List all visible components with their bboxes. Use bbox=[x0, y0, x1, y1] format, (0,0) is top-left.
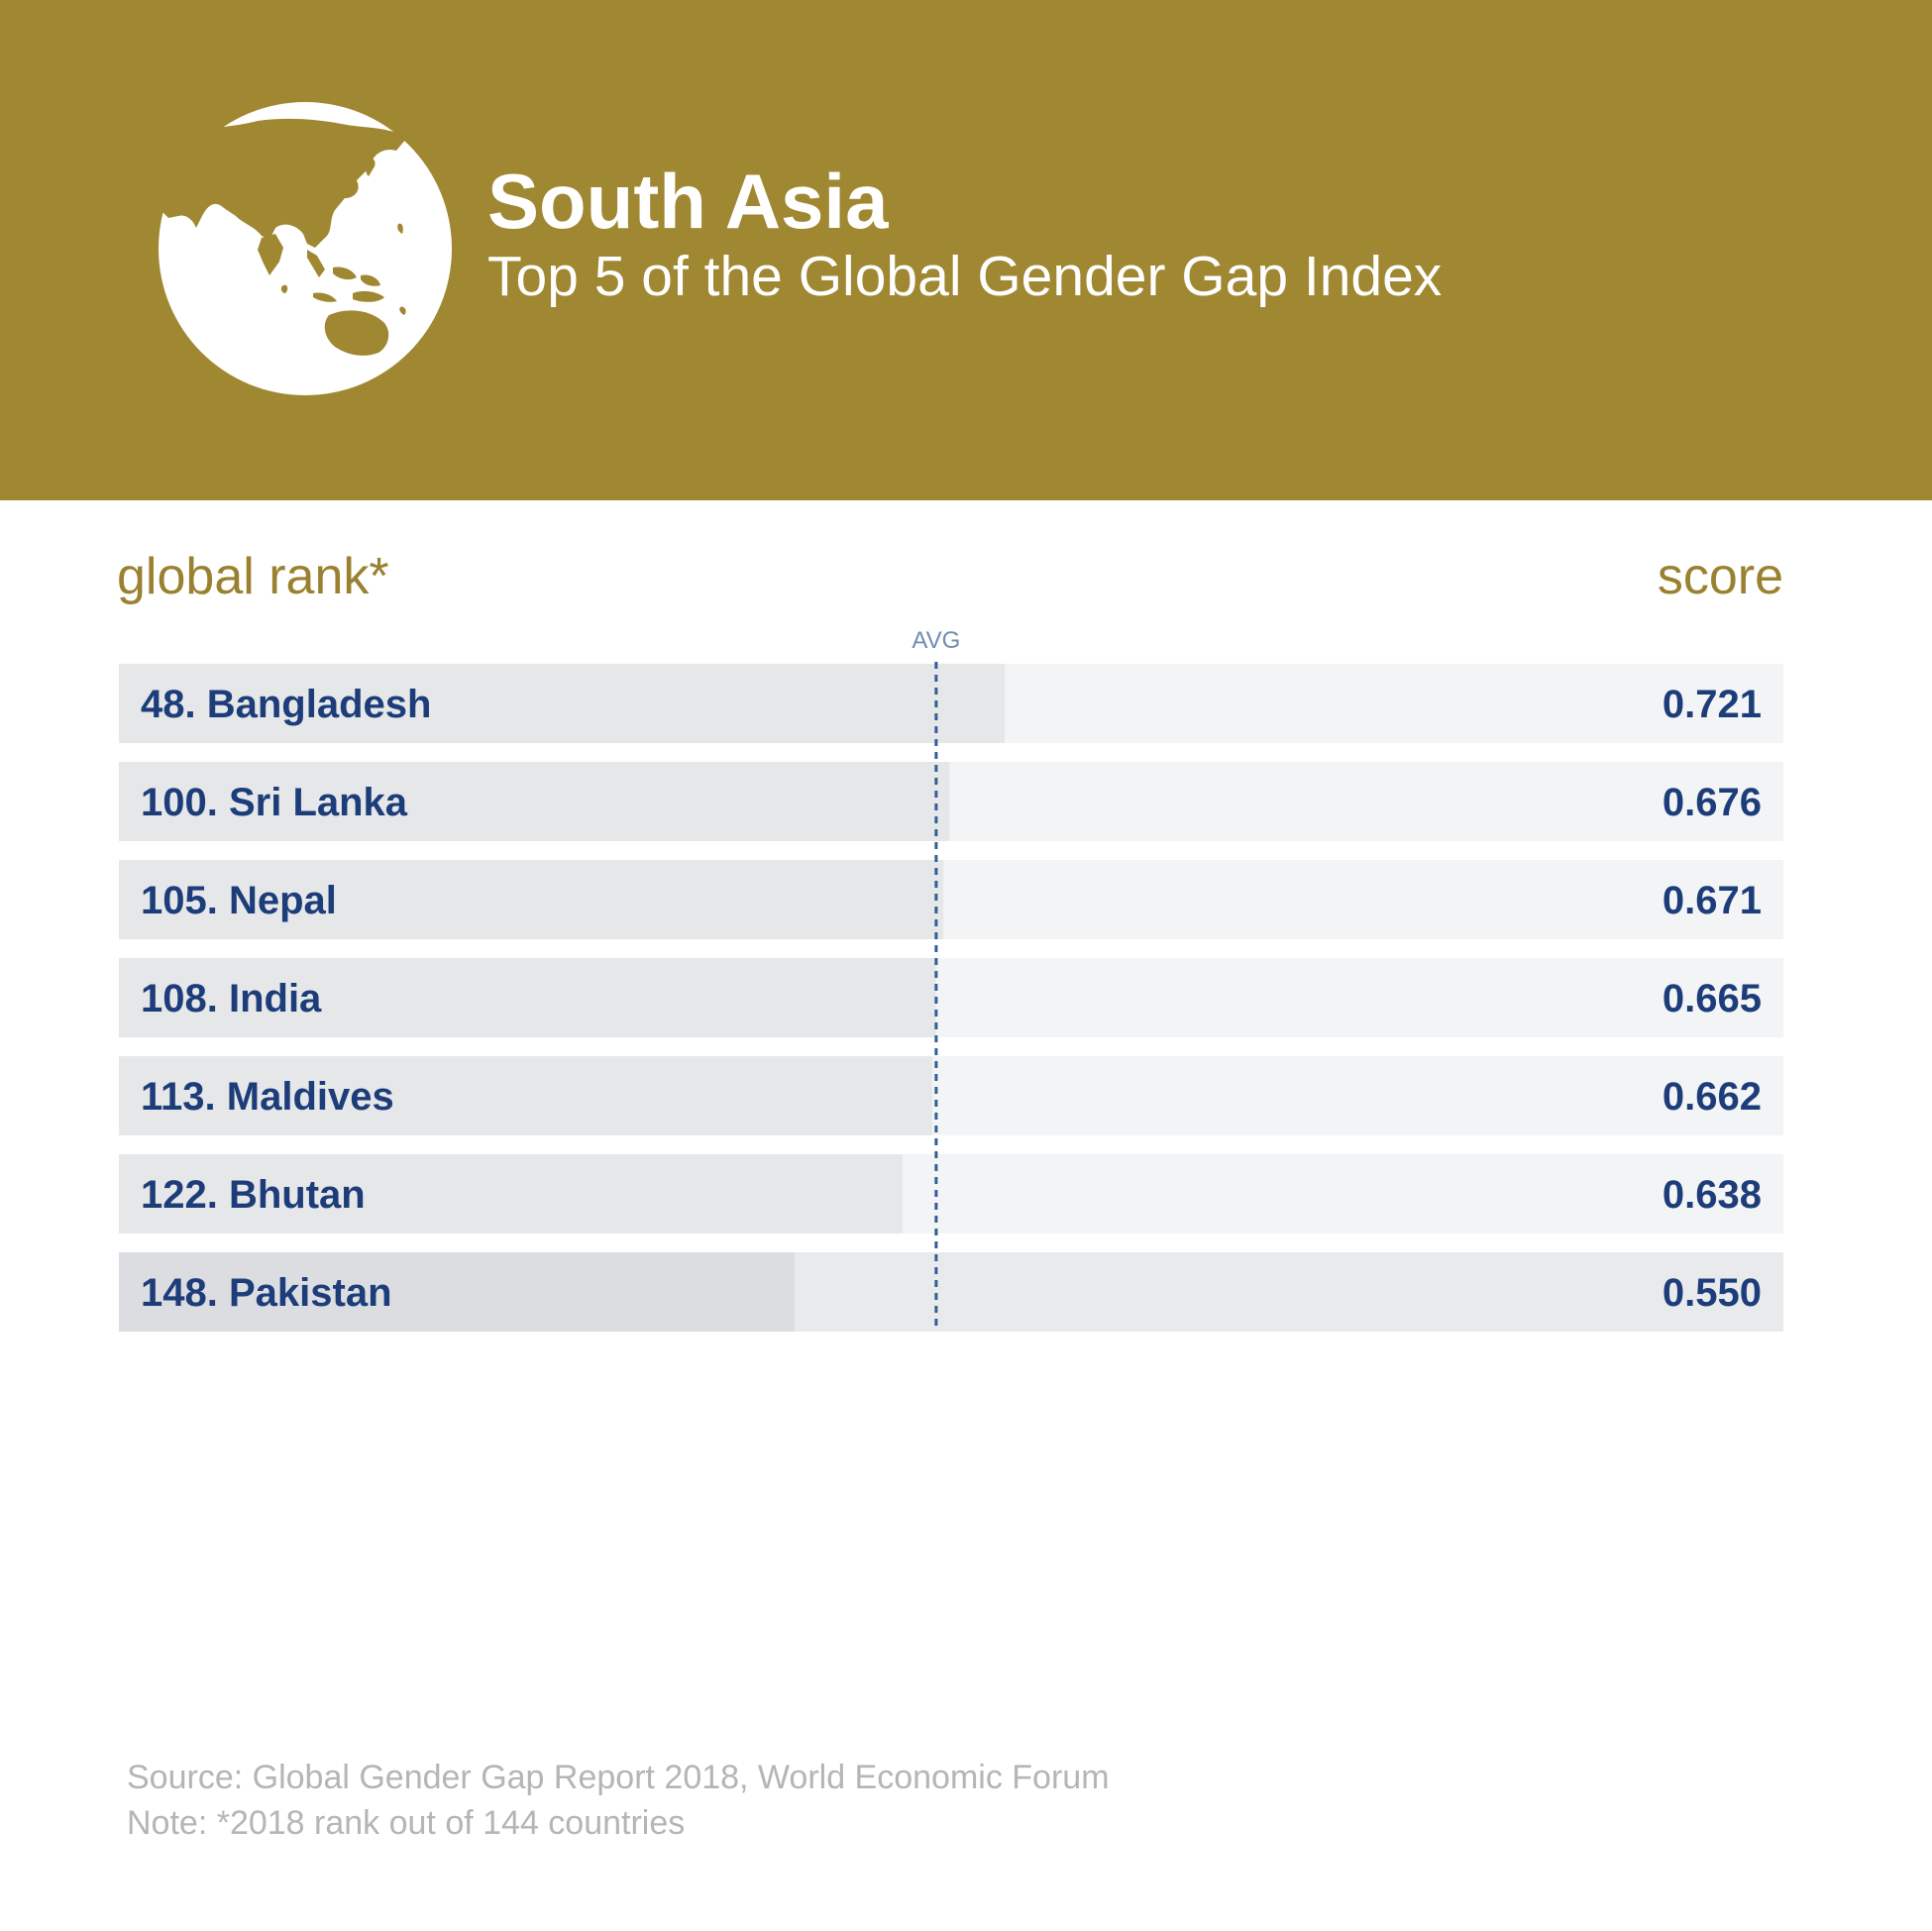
value-label: 0.671 bbox=[1663, 879, 1762, 922]
source-note: Source: Global Gender Gap Report 2018, W… bbox=[127, 1759, 1110, 1796]
value-label: 0.721 bbox=[1663, 683, 1762, 726]
bar bbox=[119, 860, 944, 939]
bar bbox=[119, 958, 936, 1037]
value-label: 0.662 bbox=[1663, 1075, 1762, 1119]
rank-column-label: global rank* bbox=[117, 548, 389, 605]
value-label: 0.638 bbox=[1663, 1173, 1762, 1217]
value-label: 0.550 bbox=[1663, 1271, 1762, 1315]
category-label: 48. Bangladesh bbox=[141, 683, 431, 726]
value-label: 0.676 bbox=[1663, 781, 1762, 824]
globe-icon bbox=[159, 102, 452, 395]
bar bbox=[119, 1056, 932, 1135]
category-label: 108. India bbox=[141, 977, 322, 1020]
category-label: 148. Pakistan bbox=[141, 1271, 392, 1315]
category-label: 122. Bhutan bbox=[141, 1173, 366, 1217]
avg-label: AVG bbox=[912, 627, 960, 654]
page-title: South Asia bbox=[487, 158, 889, 245]
bar bbox=[119, 1252, 795, 1332]
bar bbox=[119, 664, 1006, 743]
bar bbox=[119, 1154, 904, 1234]
category-label: 105. Nepal bbox=[141, 879, 337, 922]
category-label: 113. Maldives bbox=[141, 1075, 394, 1119]
footnote: Note: *2018 rank out of 144 countries bbox=[127, 1804, 686, 1842]
header-banner: South Asia Top 5 of the Global Gender Ga… bbox=[0, 0, 1932, 500]
score-column-label: score bbox=[1657, 548, 1783, 605]
bar bbox=[119, 762, 950, 841]
page-subtitle: Top 5 of the Global Gender Gap Index bbox=[487, 245, 1443, 308]
value-label: 0.665 bbox=[1663, 977, 1762, 1020]
category-label: 100. Sri Lanka bbox=[141, 781, 408, 824]
